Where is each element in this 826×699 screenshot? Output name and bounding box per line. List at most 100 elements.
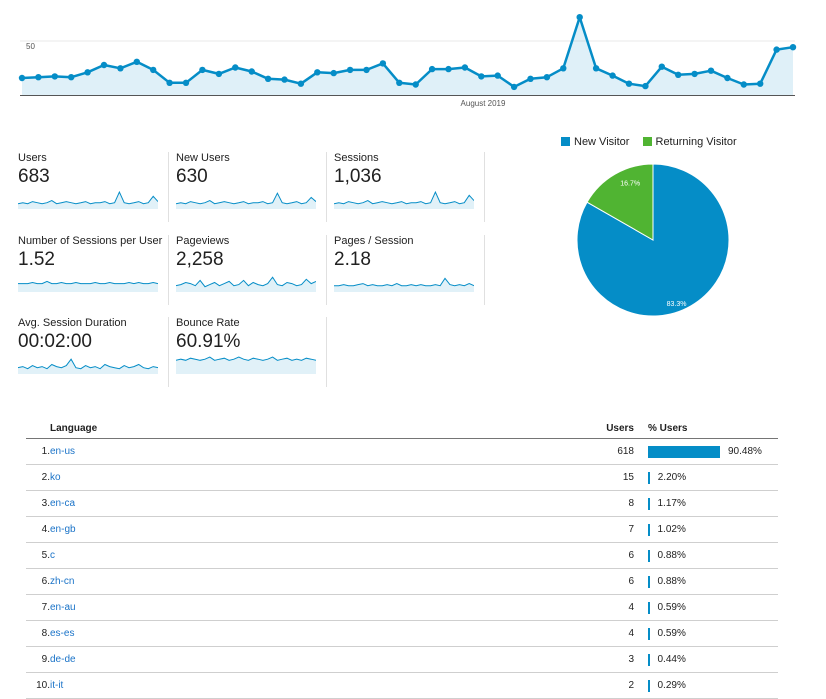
data-point[interactable] xyxy=(281,76,288,83)
data-point[interactable] xyxy=(707,67,715,74)
data-point[interactable] xyxy=(396,79,403,87)
users-over-time-chart: 50 August 2019 xyxy=(18,14,797,108)
data-point[interactable] xyxy=(494,72,501,79)
metric-tile[interactable]: Number of Sessions per User 1.52 xyxy=(18,235,169,305)
header-pct-users[interactable]: % Users xyxy=(648,423,688,434)
row-pct-users: 90.48% xyxy=(728,446,762,457)
data-point[interactable] xyxy=(297,80,305,87)
metric-tile[interactable]: Avg. Session Duration 00:02:00 xyxy=(18,317,169,387)
data-point[interactable] xyxy=(51,73,58,80)
language-link[interactable]: c xyxy=(50,550,55,561)
legend-new-visitor[interactable]: New Visitor xyxy=(561,136,629,148)
data-point[interactable] xyxy=(675,71,682,79)
data-point[interactable] xyxy=(527,75,534,83)
metric-label: Users xyxy=(18,152,47,164)
language-link[interactable]: en-au xyxy=(50,602,76,613)
data-point[interactable] xyxy=(248,68,255,75)
metric-tile[interactable]: Sessions 1,036 xyxy=(334,152,485,222)
metric-label: Sessions xyxy=(334,152,379,164)
data-point[interactable] xyxy=(100,61,108,69)
metric-value: 1,036 xyxy=(334,166,382,187)
table-row: 3. en-ca 8 1.17% xyxy=(26,491,778,517)
language-link[interactable]: en-ca xyxy=(50,498,76,509)
data-point[interactable] xyxy=(166,79,173,87)
language-link[interactable]: ko xyxy=(50,472,61,483)
metric-label: New Users xyxy=(176,152,230,164)
data-point[interactable] xyxy=(68,74,75,81)
data-point[interactable] xyxy=(215,70,223,78)
data-point[interactable] xyxy=(510,83,518,91)
header-users[interactable]: Users xyxy=(606,423,634,434)
row-pct-users: 0.59% xyxy=(657,602,686,613)
language-link[interactable]: es-es xyxy=(50,628,75,639)
row-pct-users: 2.20% xyxy=(657,472,687,483)
metric-tile[interactable]: Pageviews 2,258 xyxy=(176,235,327,305)
language-link[interactable]: zh-cn xyxy=(50,576,75,587)
data-point[interactable] xyxy=(543,74,551,81)
metric-tile[interactable]: Pages / Session 2.18 xyxy=(334,235,485,305)
metric-sparkline xyxy=(334,190,474,209)
data-point[interactable] xyxy=(773,46,780,53)
row-pct-users: 0.88% xyxy=(657,550,686,561)
metric-value: 00:02:00 xyxy=(18,331,92,352)
data-point[interactable] xyxy=(232,64,239,71)
data-point[interactable] xyxy=(182,79,190,87)
data-point[interactable] xyxy=(363,66,370,74)
data-point[interactable] xyxy=(150,66,157,74)
sparkline-area xyxy=(334,192,474,209)
data-point[interactable] xyxy=(199,66,206,74)
data-point[interactable] xyxy=(412,81,419,88)
data-point[interactable] xyxy=(560,65,567,72)
metric-tile[interactable]: New Users 630 xyxy=(176,152,327,222)
data-point[interactable] xyxy=(609,72,616,79)
row-users: 6 xyxy=(628,576,634,587)
metric-tile[interactable]: Bounce Rate 60.91% xyxy=(176,317,327,387)
sparkline-area xyxy=(334,278,474,292)
data-point[interactable] xyxy=(346,66,354,74)
data-point[interactable] xyxy=(658,63,665,70)
data-point[interactable] xyxy=(314,69,321,76)
pie-slice[interactable] xyxy=(586,163,654,241)
data-point[interactable] xyxy=(428,65,436,73)
data-point[interactable] xyxy=(576,14,583,21)
metric-sparkline xyxy=(18,358,158,374)
data-point[interactable] xyxy=(117,65,124,72)
data-point[interactable] xyxy=(642,82,649,90)
legend-returning-visitor[interactable]: Returning Visitor xyxy=(642,136,737,148)
data-point[interactable] xyxy=(445,65,452,73)
data-point[interactable] xyxy=(478,73,485,80)
data-point[interactable] xyxy=(461,64,469,71)
row-users: 618 xyxy=(617,446,634,457)
language-link[interactable]: en-us xyxy=(50,446,76,457)
data-point[interactable] xyxy=(84,69,91,76)
users-share-bar xyxy=(648,602,650,614)
sparkline-line xyxy=(334,277,474,287)
x-tick-label: August 2019 xyxy=(461,99,506,108)
data-point[interactable] xyxy=(330,69,337,77)
metric-tile[interactable]: Users 683 xyxy=(18,152,169,222)
users-share-bar xyxy=(648,680,650,692)
data-point[interactable] xyxy=(789,44,797,51)
data-point[interactable] xyxy=(724,74,731,82)
data-point[interactable] xyxy=(379,60,387,67)
data-point[interactable] xyxy=(35,74,42,81)
data-point[interactable] xyxy=(757,80,764,87)
row-rank: 5. xyxy=(41,550,50,561)
language-link[interactable]: it-it xyxy=(50,680,64,691)
data-point[interactable] xyxy=(625,80,633,87)
data-point[interactable] xyxy=(691,70,698,78)
table-body: 1. en-us 618 90.48% 2. ko 15 2.20% 3. en-ca 8 1.17%… xyxy=(26,439,778,699)
area-fill xyxy=(22,17,793,96)
data-point[interactable] xyxy=(18,74,26,82)
language-link[interactable]: de-de xyxy=(50,654,76,665)
language-table: Language Users % Users 1. en-us 618 90.48% 2… xyxy=(26,418,778,699)
metric-label: Pageviews xyxy=(176,235,230,247)
language-link[interactable]: en-gb xyxy=(50,524,76,535)
data-point[interactable] xyxy=(592,65,600,72)
data-point[interactable] xyxy=(133,58,140,65)
data-point[interactable] xyxy=(264,75,272,83)
header-language[interactable]: Language xyxy=(50,423,98,434)
row-pct-users: 1.17% xyxy=(657,498,686,509)
table-row: 10. it-it 2 0.29% xyxy=(26,673,778,699)
data-point[interactable] xyxy=(740,81,747,88)
